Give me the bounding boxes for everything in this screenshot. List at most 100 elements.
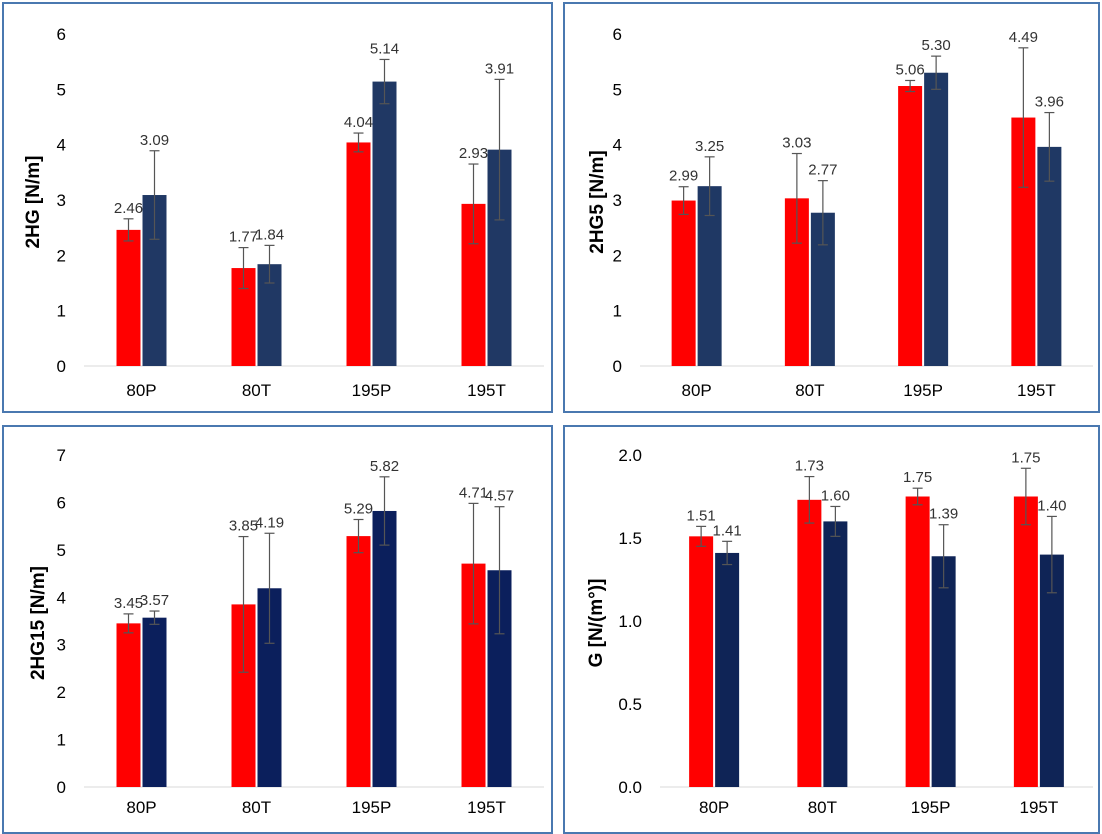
x-tick-label: 80P <box>126 381 156 400</box>
bar <box>1037 146 1062 366</box>
bar <box>689 536 714 787</box>
x-tick-label: 195P <box>911 798 951 817</box>
data-label: 5.82 <box>370 458 399 475</box>
y-tick-label: 1.0 <box>618 612 642 631</box>
data-label: 3.57 <box>140 592 169 609</box>
y-tick-label: 3 <box>613 191 622 210</box>
y-tick-label: 2 <box>57 683 66 702</box>
chart-2hg5: 0 1 2 3 4 5 6 2HG5 [N/m] 80P 2.99 3.25 80T 3.03 2.77 1… <box>587 25 1093 400</box>
data-label: 2.93 <box>459 145 488 162</box>
y-tick-label: 1 <box>57 731 66 750</box>
x-tick-label: 195P <box>352 798 392 817</box>
y-tick-label: 6 <box>57 25 66 44</box>
bar <box>715 552 740 787</box>
y-axis-label: G [N/(m°)] <box>586 579 607 668</box>
data-label: 1.41 <box>713 522 742 539</box>
bar <box>931 556 956 787</box>
y-tick-label: 6 <box>57 493 66 512</box>
data-label: 1.39 <box>929 506 958 523</box>
y-tick-label: 0 <box>57 778 66 797</box>
chart-panel-2hg15: 0 1 2 3 4 5 6 7 2HG15 [N/m] 80P 3.45 3.57 80T 3.85 4.1… <box>2 425 553 834</box>
data-label: 2.99 <box>669 168 698 185</box>
x-tick-label: 80P <box>682 381 712 400</box>
x-tick-label: 195T <box>467 381 506 400</box>
y-tick-label: 0.5 <box>618 695 642 714</box>
bar <box>116 623 141 787</box>
data-label: 1.77 <box>229 229 258 246</box>
data-label: 4.49 <box>1009 29 1038 46</box>
y-tick-label: 2 <box>57 246 66 265</box>
y-tick-label: 3 <box>57 636 66 655</box>
x-tick-label: 195P <box>903 381 943 400</box>
data-label: 5.06 <box>896 61 925 78</box>
data-label: 3.03 <box>782 135 811 152</box>
x-tick-label: 195P <box>352 381 392 400</box>
data-label: 5.29 <box>344 501 373 518</box>
y-tick-label: 6 <box>613 25 622 44</box>
chart-g: 0.0 0.5 1.0 1.5 2.0 G [N/(m°)] 80P 1.511.41 80T 1… <box>586 446 1093 817</box>
x-tick-label: 80P <box>699 798 729 817</box>
x-tick-label: 80T <box>808 798 837 817</box>
y-tick-label: 5 <box>57 541 66 560</box>
x-tick-label: 80T <box>242 381 271 400</box>
bar <box>346 142 371 366</box>
bar <box>372 510 397 787</box>
bar <box>346 536 371 787</box>
data-label: 3.85 <box>229 518 258 535</box>
data-label: 2.77 <box>808 162 837 179</box>
bar <box>898 86 923 366</box>
data-label: 1.40 <box>1037 497 1066 514</box>
data-label: 3.45 <box>114 595 143 612</box>
bar <box>823 521 848 787</box>
y-tick-label: 0 <box>613 357 622 376</box>
chart-2hg: 0 1 2 3 4 5 6 2HG [N/m] 80P 2.46 3.09 80T 1.771.84 19… <box>23 25 544 400</box>
y-tick-label: 0 <box>57 357 66 376</box>
y-axis-label: 2HG15 [N/m] <box>28 566 49 680</box>
y-tick-label: 1 <box>57 302 66 321</box>
data-label: 5.14 <box>370 40 399 57</box>
data-label: 4.19 <box>255 514 284 531</box>
bar <box>905 496 930 787</box>
data-label: 3.91 <box>485 60 514 77</box>
y-axis-label: 2HG [N/m] <box>23 156 44 249</box>
y-tick-label: 3 <box>57 191 66 210</box>
chart-panel-2hg5: 0 1 2 3 4 5 6 2HG5 [N/m] 80P 2.99 3.25 80T 3.03 2.77 1… <box>563 2 1100 413</box>
y-tick-label: 2.0 <box>618 446 642 465</box>
data-label: 1.75 <box>1011 449 1040 466</box>
chart-2hg15: 0 1 2 3 4 5 6 7 2HG15 [N/m] 80P 3.453.57 80T 3.854.1… <box>28 446 544 817</box>
y-tick-label: 4 <box>57 588 66 607</box>
data-label: 1.84 <box>255 226 284 243</box>
y-tick-label: 0.0 <box>618 778 642 797</box>
bar <box>116 229 141 366</box>
y-axis-label: 2HG5 [N/m] <box>587 150 608 253</box>
bar <box>142 617 167 787</box>
bar <box>1013 496 1038 787</box>
x-tick-label: 195T <box>1020 798 1059 817</box>
x-tick-label: 80T <box>242 798 271 817</box>
y-tick-label: 4 <box>613 136 622 155</box>
bar <box>372 81 397 366</box>
bar <box>671 200 696 366</box>
x-tick-label: 195T <box>467 798 506 817</box>
bar <box>697 186 722 366</box>
data-label: 4.04 <box>344 114 373 131</box>
y-tick-label: 7 <box>57 446 66 465</box>
data-label: 1.60 <box>821 487 850 504</box>
x-tick-label: 195T <box>1017 381 1056 400</box>
x-tick-label: 80T <box>795 381 824 400</box>
chart-panel-g: 0.0 0.5 1.0 1.5 2.0 G [N/(m°)] 80P 1.51 1.41 80T 1… <box>563 425 1100 834</box>
y-tick-label: 5 <box>57 80 66 99</box>
data-label: 1.51 <box>687 507 716 524</box>
data-label: 5.30 <box>922 37 951 54</box>
data-label: 2.46 <box>114 200 143 217</box>
data-label: 1.73 <box>795 458 824 475</box>
y-tick-label: 4 <box>57 136 66 155</box>
data-label: 4.57 <box>485 488 514 505</box>
y-tick-label: 1.5 <box>618 529 642 548</box>
y-tick-label: 1 <box>613 302 622 321</box>
data-label: 3.96 <box>1035 94 1064 111</box>
chart-panel-2hg: 0 1 2 3 4 5 6 2HG [N/m] 80P 2.46 3.09 80T 1.77 1.84 19… <box>2 2 553 413</box>
data-label: 3.09 <box>140 132 169 149</box>
data-label: 1.75 <box>903 469 932 486</box>
data-label: 4.71 <box>459 484 488 501</box>
